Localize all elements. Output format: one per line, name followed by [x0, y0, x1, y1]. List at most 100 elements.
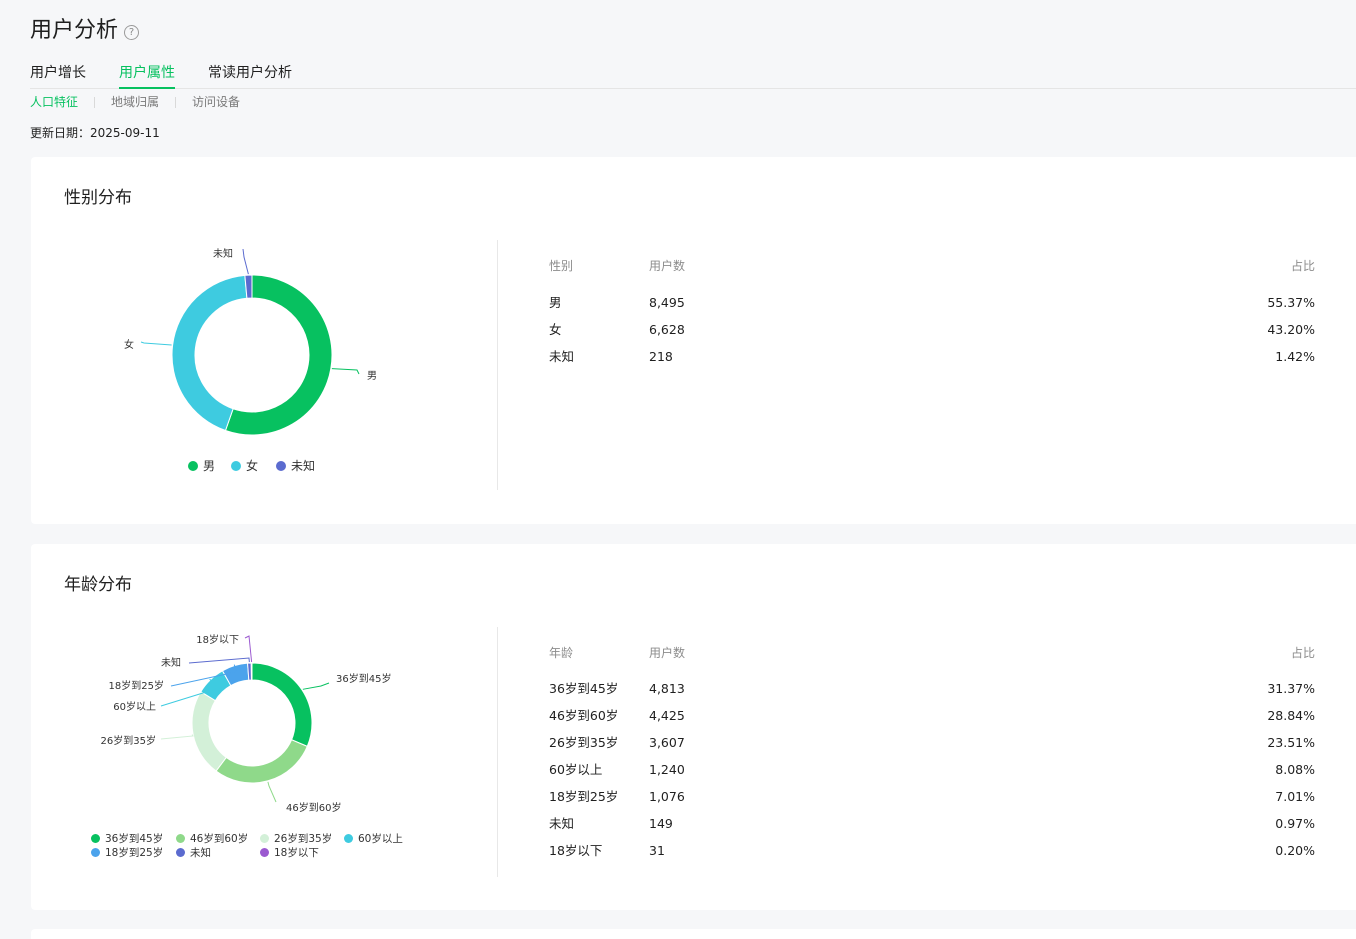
gender-card-title: 性别分布 — [64, 188, 132, 208]
main-tabs: 用户增长 用户属性 常读用户分析 — [30, 62, 1356, 89]
age-card: 年龄分布 36岁到45岁 46岁到60岁 26岁到35岁 60岁以上 18岁到25岁 未知… — [31, 544, 1356, 910]
cell-name: 未知 — [549, 816, 575, 831]
legend-label: 女 — [246, 459, 259, 473]
cell-count: 31 — [649, 843, 665, 858]
legend-dot — [176, 848, 185, 857]
table-header-ratio: 占比 — [1290, 646, 1315, 660]
table-header-age: 年龄 — [549, 646, 574, 660]
subtab-divider — [94, 96, 96, 108]
slice-label: 未知 — [213, 247, 233, 260]
slice-label: 男 — [367, 370, 377, 382]
cell-count: 4,813 — [649, 681, 685, 696]
cell-name: 18岁以下 — [549, 843, 603, 858]
cell-count: 6,628 — [649, 322, 685, 337]
legend-item-26-35[interactable]: 26岁到35岁 — [260, 831, 332, 846]
card-divider — [497, 627, 498, 877]
label-leader-line — [188, 657, 250, 664]
legend-dot — [91, 834, 100, 843]
update-date-value: 2025-09-11 — [90, 126, 160, 140]
cell-name: 未知 — [549, 349, 575, 364]
donut-slice[interactable] — [215, 739, 308, 784]
donut-slice[interactable] — [251, 662, 313, 748]
legend-item-unknown[interactable]: 未知 — [176, 845, 211, 860]
table-row: 60岁以上 1,240 8.08% — [549, 761, 1315, 779]
tab-user-growth[interactable]: 用户增长 — [30, 65, 86, 81]
label-leader-line — [331, 368, 360, 375]
legend-item-18-25[interactable]: 18岁到25岁 — [91, 845, 163, 860]
subtab-region[interactable]: 地域归属 — [111, 95, 160, 109]
table-row: 女 6,628 43.20% — [549, 321, 1315, 339]
table-row: 男 8,495 55.37% — [549, 294, 1315, 312]
cell-pct: 28.84% — [1267, 708, 1315, 723]
slice-label: 18岁到25岁 — [109, 679, 164, 692]
age-table: 年龄 用户数 占比 36岁到45岁 4,813 31.37% 46岁到60岁 4… — [549, 644, 1315, 864]
legend-item-unknown[interactable]: 未知 — [276, 457, 315, 474]
table-header-gender: 性别 — [549, 259, 574, 273]
cell-pct: 0.20% — [1275, 843, 1315, 858]
cell-count: 218 — [649, 349, 673, 364]
cell-pct: 43.20% — [1267, 322, 1315, 337]
cell-count: 149 — [649, 816, 673, 831]
gender-card: 性别分布 男女未知 男 女 未知 性别 用户数 占比 男 8,495 55.37… — [31, 157, 1356, 524]
cell-count: 4,425 — [649, 708, 685, 723]
slice-label: 未知 — [161, 656, 181, 669]
slice-label: 60岁以上 — [113, 700, 156, 713]
legend-label: 18岁以下 — [274, 847, 319, 859]
next-card — [31, 929, 1356, 939]
page-title-text: 用户分析 — [30, 18, 119, 43]
cell-pct: 1.42% — [1275, 349, 1315, 364]
legend-dot — [188, 460, 198, 471]
label-leader-line — [170, 664, 237, 687]
legend-item-female[interactable]: 女 — [231, 457, 258, 474]
cell-count: 1,076 — [649, 789, 685, 804]
table-row: 未知 218 1.42% — [549, 348, 1315, 366]
subtab-device[interactable]: 访问设备 — [192, 95, 241, 109]
table-row: 18岁以下 31 0.20% — [549, 842, 1315, 860]
subtab-divider — [175, 96, 177, 108]
legend-label: 46岁到60岁 — [190, 833, 249, 845]
label-leader-line — [302, 682, 330, 690]
legend-dot — [231, 460, 241, 471]
gender-table: 性别 用户数 占比 男 8,495 55.37% 女 6,628 43.20% … — [549, 257, 1315, 377]
legend-label: 未知 — [190, 847, 211, 859]
cell-name: 男 — [549, 295, 562, 310]
question-circle-icon[interactable]: ? — [124, 25, 140, 40]
legend-dot — [260, 834, 269, 843]
table-row: 26岁到35岁 3,607 23.51% — [549, 734, 1315, 752]
legend-dot — [276, 460, 286, 471]
cell-name: 26岁到35岁 — [549, 735, 619, 750]
table-header-users: 用户数 — [649, 646, 686, 660]
table-row: 未知 149 0.97% — [549, 815, 1315, 833]
legend-label: 26岁到35岁 — [274, 833, 333, 845]
slice-label: 18岁以下 — [196, 633, 239, 646]
card-divider — [497, 240, 498, 490]
tab-user-attributes[interactable]: 用户属性 — [119, 62, 175, 89]
legend-label: 男 — [203, 459, 216, 473]
legend-item-male[interactable]: 男 — [188, 457, 215, 474]
legend-item-46-60[interactable]: 46岁到60岁 — [176, 831, 248, 846]
cell-count: 3,607 — [649, 735, 685, 750]
cell-pct: 7.01% — [1275, 789, 1315, 804]
gender-donut-chart: 男 女 未知 — [124, 247, 377, 436]
legend-label: 60岁以上 — [358, 833, 403, 845]
donut-slice[interactable] — [224, 274, 333, 436]
donut-slice[interactable] — [250, 662, 253, 681]
subtab-demographics[interactable]: 人口特征 — [30, 95, 79, 109]
legend-item-under-18[interactable]: 18岁以下 — [260, 845, 319, 860]
legend-item-36-45[interactable]: 36岁到45岁 — [91, 831, 163, 846]
label-leader-line — [242, 248, 249, 275]
cell-count: 8,495 — [649, 295, 685, 310]
label-leader-line — [160, 734, 194, 740]
table-header-ratio: 占比 — [1290, 259, 1315, 273]
label-leader-line — [244, 635, 253, 663]
donut-slice[interactable] — [244, 274, 253, 299]
legend-item-60-plus[interactable]: 60岁以上 — [344, 831, 403, 846]
donut-slice[interactable] — [171, 274, 248, 432]
cell-name: 46岁到60岁 — [549, 708, 619, 723]
slice-label: 26岁到35岁 — [101, 734, 156, 747]
label-leader-line — [140, 341, 172, 346]
gender-legend: 男 女 未知 — [188, 457, 388, 477]
tab-frequent-readers[interactable]: 常读用户分析 — [208, 65, 292, 81]
donut-slice[interactable] — [191, 691, 227, 772]
legend-dot — [91, 848, 100, 857]
